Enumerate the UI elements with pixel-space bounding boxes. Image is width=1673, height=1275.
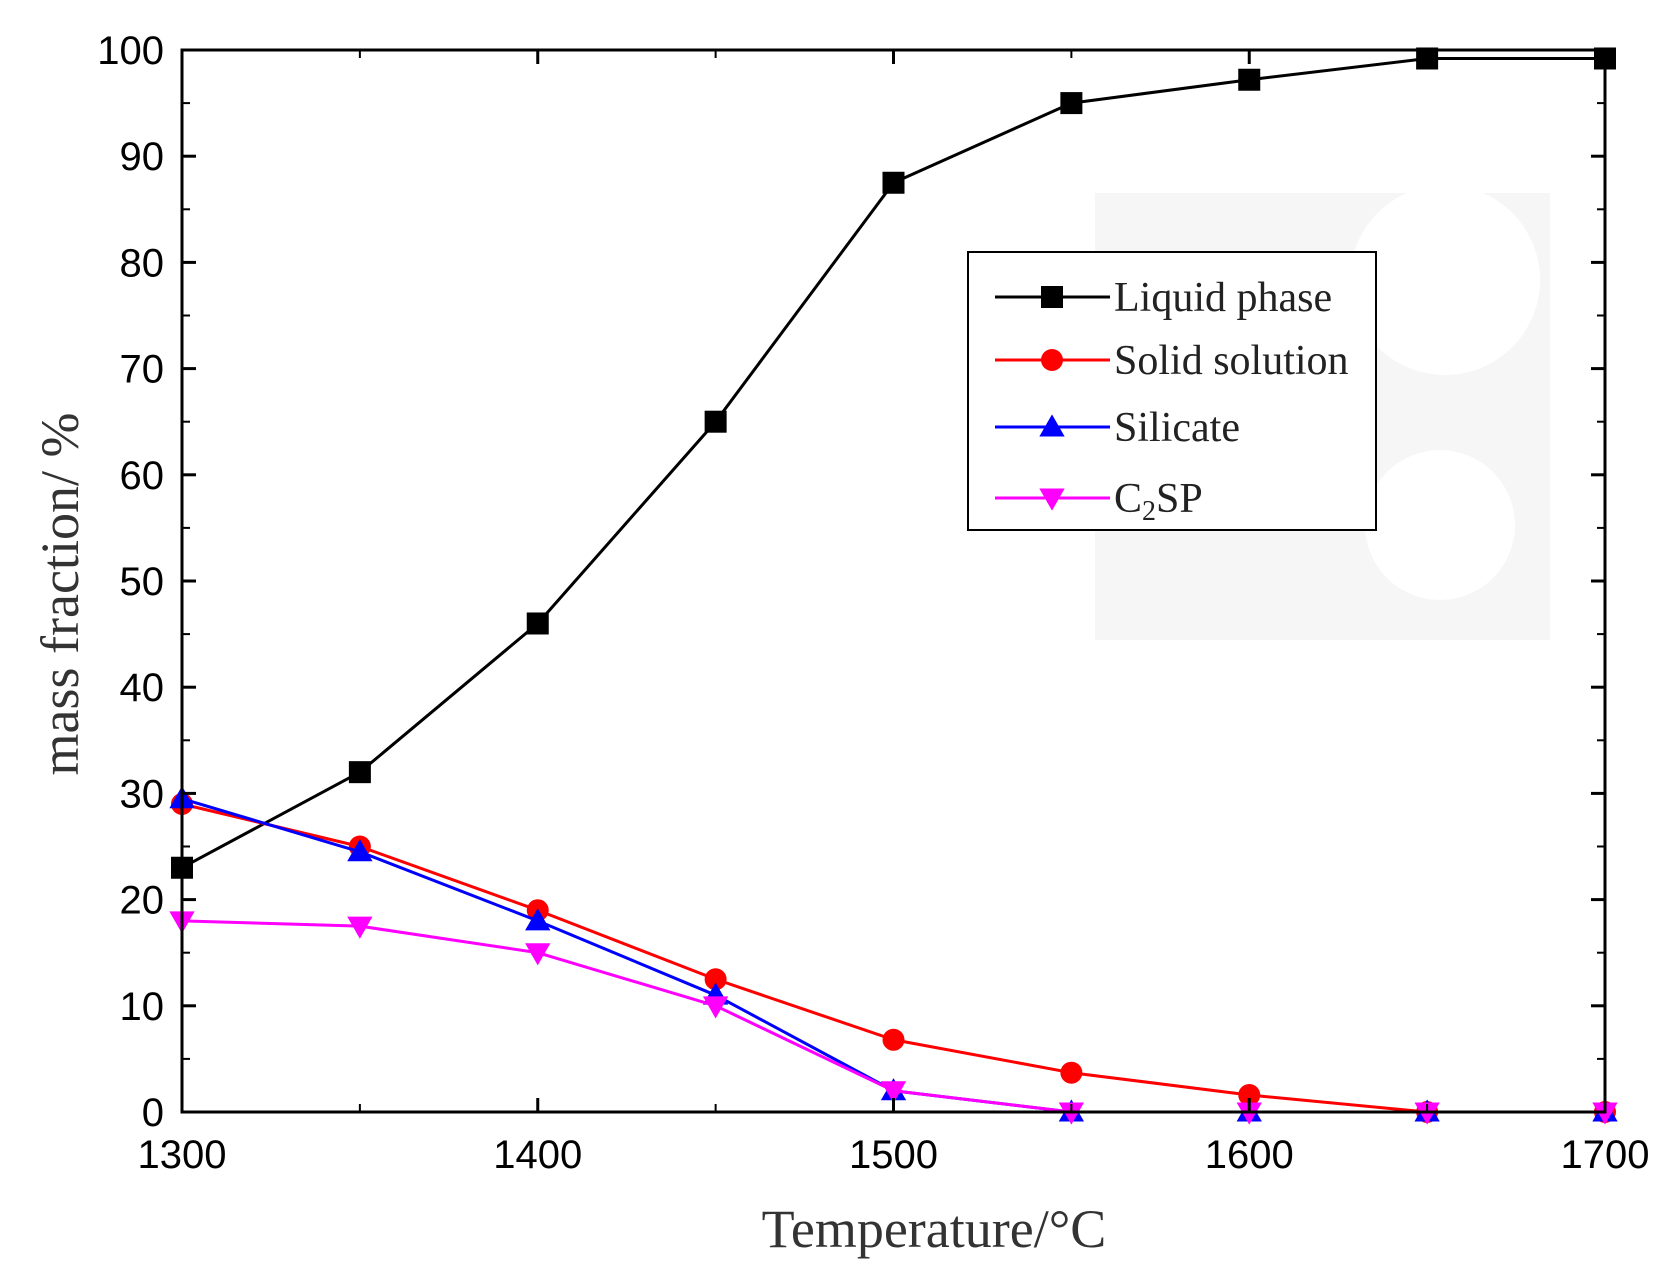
data-point-c2sp: [1236, 1102, 1262, 1125]
y-tick-label: 90: [120, 135, 165, 179]
legend: Liquid phase Solid solution Silicate C2SP: [967, 251, 1377, 531]
series-line-solid-solution: [181, 802, 1605, 1114]
data-point-liquid-phase: [1238, 68, 1261, 91]
y-tick-label: 70: [120, 348, 165, 392]
data-point-solid-solution: [882, 1028, 905, 1051]
watermark-circle: [1350, 185, 1540, 375]
legend-marker-solid-solution: [1041, 349, 1063, 371]
x-tick-label: 1300: [138, 1133, 227, 1177]
legend-marker-liquid-phase: [1041, 286, 1063, 308]
legend-marker-silicate: [1039, 414, 1065, 437]
legend-label-solid-solution: Solid solution: [1114, 338, 1349, 384]
data-point-c2sp: [525, 943, 551, 966]
y-axis-title: mass fraction/ %: [30, 413, 90, 776]
y-tick-label: 60: [120, 454, 165, 498]
data-point-solid-solution: [1238, 1084, 1261, 1107]
data-point-liquid-phase: [526, 612, 549, 635]
y-tick-label: 80: [120, 241, 165, 285]
plot-layer: [169, 47, 1618, 1125]
y-tick-label: 30: [120, 772, 165, 816]
legend-label-liquid-phase: Liquid phase: [1114, 275, 1332, 321]
axes-layer: 0 10 20 30 40 50 60 70 80 90 100 1300 1400 1500 1600 17…: [97, 29, 1649, 1177]
series-line-silicate: [181, 797, 1605, 1114]
data-point-solid-solution: [1060, 1061, 1083, 1084]
legend-label-c2sp: C2SP: [1114, 476, 1203, 527]
data-point-silicate: [347, 839, 373, 862]
data-point-silicate: [525, 908, 551, 931]
x-tick-label: 1400: [493, 1133, 582, 1177]
data-point-liquid-phase: [1416, 47, 1439, 70]
data-point-c2sp: [702, 996, 729, 1019]
x-tick-label: 1500: [849, 1133, 938, 1177]
x-axis-title: Temperature/°C: [762, 1199, 1107, 1259]
data-point-liquid-phase: [1060, 92, 1083, 115]
y-tick-label: 0: [142, 1091, 164, 1135]
data-point-c2sp: [1592, 1102, 1618, 1125]
data-point-c2sp: [880, 1081, 907, 1104]
y-tick-label: 10: [120, 985, 165, 1029]
data-point-liquid-phase: [882, 171, 905, 194]
data-point-solid-solution: [704, 968, 727, 991]
data-point-liquid-phase: [704, 410, 727, 433]
x-tick-label: 1700: [1561, 1133, 1650, 1177]
y-tick-label: 20: [120, 879, 165, 923]
watermark-circle: [1365, 450, 1515, 600]
data-point-c2sp: [347, 916, 373, 939]
y-tick-label: 100: [97, 29, 164, 73]
data-point-liquid-phase: [348, 761, 371, 784]
x-tick-label: 1600: [1205, 1133, 1294, 1177]
y-tick-label: 40: [120, 666, 165, 710]
legend-label-silicate: Silicate: [1114, 405, 1240, 451]
legend-marker-c2sp: [1039, 488, 1065, 511]
data-point-c2sp: [1058, 1102, 1085, 1125]
y-tick-label: 50: [120, 560, 165, 604]
data-point-c2sp: [1414, 1102, 1440, 1125]
